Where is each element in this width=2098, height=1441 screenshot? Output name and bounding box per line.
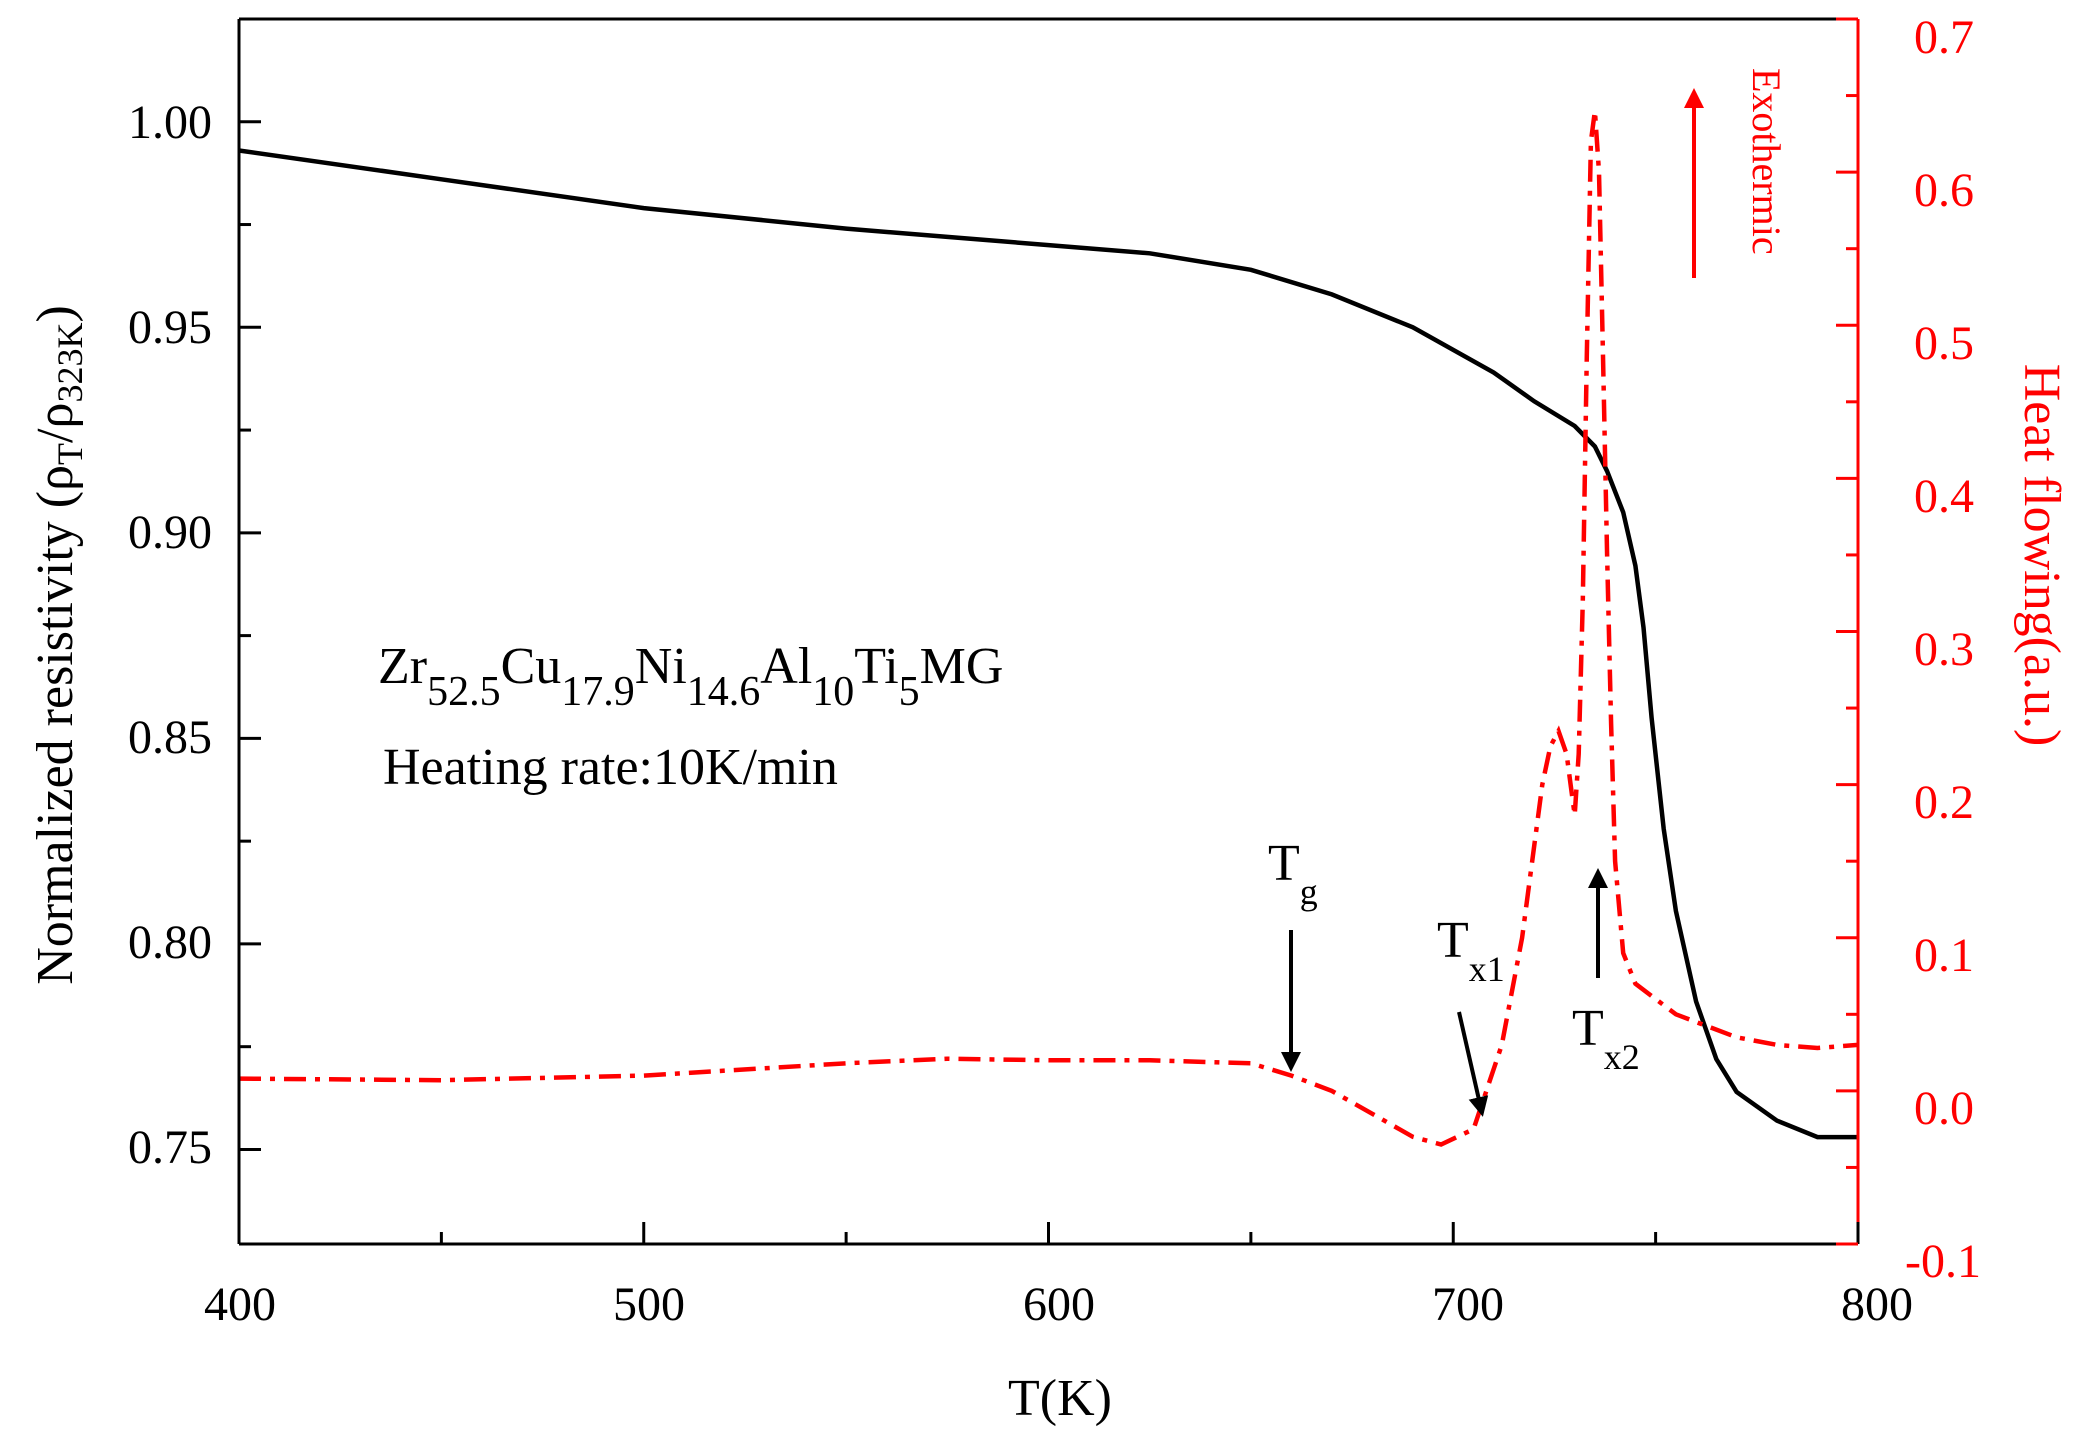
tx1-label: Tx1 <box>1437 912 1505 989</box>
y-right-tick-label: 0.4 <box>1914 470 1974 523</box>
y-right-tick-label: 0.6 <box>1914 164 1974 217</box>
x-tick-label: 400 <box>204 1278 276 1331</box>
axis-ticks <box>237 17 1860 1246</box>
formula-subscript: 17.9 <box>561 669 635 715</box>
formula-element: Ni <box>635 638 687 695</box>
y-left-tick-label: 0.85 <box>128 711 212 764</box>
formula-subscript: 5 <box>899 669 920 715</box>
y-right-axis-title: Heat flowing(a.u.) <box>2013 364 2070 747</box>
formula-subscript: 52.5 <box>427 669 501 715</box>
formula-element: Cu <box>501 638 562 695</box>
x-tick-label: 800 <box>1841 1278 1913 1331</box>
y-right-tick-label: 0.7 <box>1914 11 1974 64</box>
alloy-formula-label: Zr52.5Cu17.9Ni14.6Al10Ti5MG <box>378 638 1003 715</box>
formula-element: Al <box>760 638 812 695</box>
y-right-tick-label: 0.3 <box>1914 623 1974 676</box>
y-right-tick-label: -0.1 <box>1905 1235 1981 1288</box>
x-axis-title: T(K) <box>1008 1370 1112 1427</box>
y-right-tick-label: 0.5 <box>1914 317 1974 370</box>
formula-subscript: 10 <box>812 669 854 715</box>
tx2-label: Tx2 <box>1572 1000 1640 1077</box>
y-right-tick-label: 0.2 <box>1914 776 1974 829</box>
y-left-axis-title: Normalized resistivity (ρT/ρ323K) <box>27 305 90 985</box>
heating-rate-label: Heating rate:10K/min <box>383 739 838 796</box>
formula-element: Ti <box>854 638 898 695</box>
x-tick-label: 500 <box>613 1278 685 1331</box>
exothermic-label: Exothermic <box>1744 68 1789 255</box>
tx1-arrow <box>1457 1011 1489 1117</box>
x-tick-label: 600 <box>1023 1278 1095 1331</box>
resistivity-line <box>238 148 1858 1140</box>
y-right-tick-label: 0.1 <box>1914 929 1974 982</box>
tg-label: Tg <box>1268 835 1318 912</box>
y-left-tick-label: 0.95 <box>128 301 212 354</box>
y-left-tick-label: 1.00 <box>128 96 212 149</box>
y-right-tick-label: 0.0 <box>1914 1082 1974 1135</box>
y-left-tick-label: 0.75 <box>128 1121 212 1174</box>
formula-subscript: 14.6 <box>687 669 761 715</box>
heat-flow-line <box>238 110 1859 1147</box>
y-left-tick-label: 0.90 <box>128 506 212 559</box>
x-tick-label: 700 <box>1432 1278 1504 1331</box>
formula-element: Zr <box>378 638 427 695</box>
formula-element: MG <box>920 638 1004 695</box>
y-left-tick-label: 0.80 <box>128 916 212 969</box>
